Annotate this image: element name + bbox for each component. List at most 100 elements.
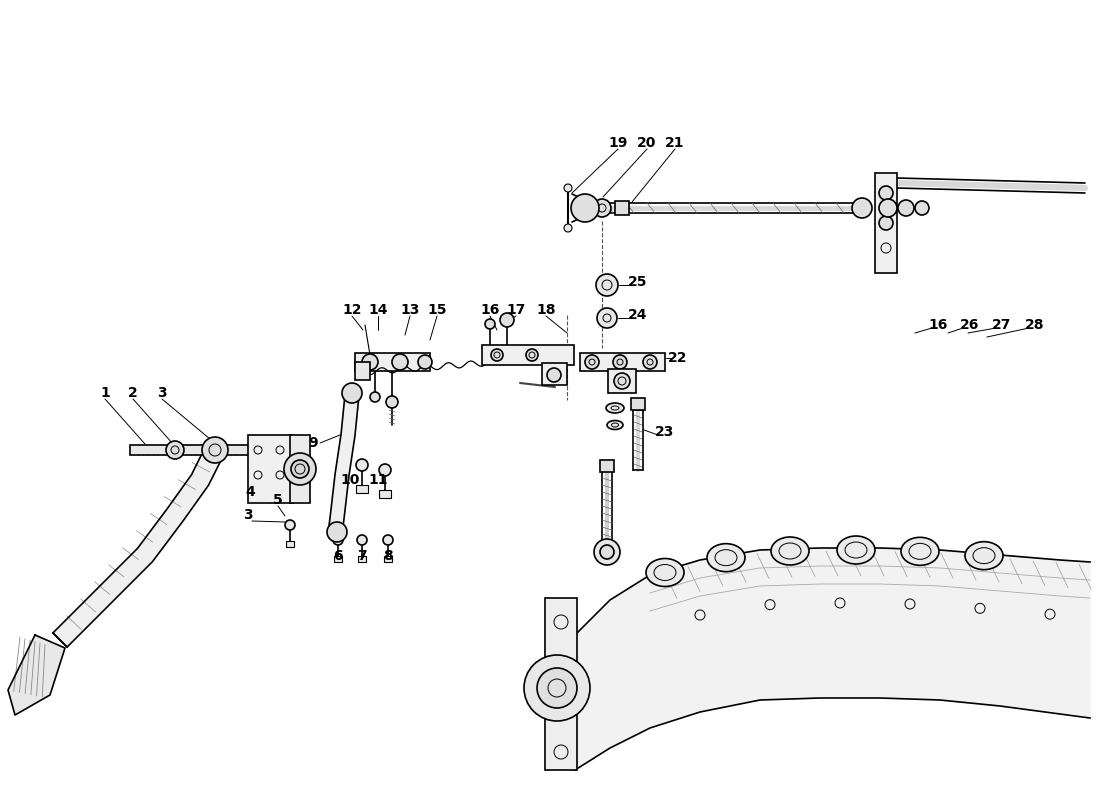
Circle shape [500,313,514,327]
Bar [358,556,366,562]
Bar [542,363,566,385]
Circle shape [285,520,295,530]
Circle shape [596,274,618,296]
Text: 27: 27 [992,318,1012,332]
Circle shape [379,464,390,476]
Ellipse shape [607,421,623,430]
Text: 19: 19 [608,136,628,150]
Bar [355,362,370,380]
Circle shape [852,198,872,218]
Circle shape [342,383,362,403]
Circle shape [879,199,896,217]
Bar [600,460,614,472]
Circle shape [327,522,346,542]
Circle shape [287,442,303,458]
Bar [615,201,629,215]
Text: 3: 3 [243,508,253,522]
Text: 15: 15 [427,303,447,317]
Bar [379,490,390,498]
Circle shape [585,355,600,369]
Bar [384,556,392,562]
Ellipse shape [646,558,684,586]
Circle shape [526,349,538,361]
Circle shape [524,655,590,721]
Text: 20: 20 [637,136,657,150]
Text: 13: 13 [400,303,420,317]
Circle shape [564,184,572,192]
Circle shape [292,460,309,478]
Ellipse shape [771,537,808,565]
Text: 8: 8 [383,549,393,563]
Circle shape [202,437,228,463]
Bar [286,541,294,547]
Circle shape [614,373,630,389]
Circle shape [600,545,614,559]
Text: 3: 3 [157,386,167,400]
Bar [356,485,369,493]
Text: 26: 26 [960,318,980,332]
Bar [608,369,636,393]
Circle shape [418,355,432,369]
Circle shape [594,539,620,565]
Text: 28: 28 [1025,318,1045,332]
Circle shape [915,201,930,215]
Circle shape [333,535,343,545]
Circle shape [879,216,893,230]
Circle shape [571,194,600,222]
Text: 23: 23 [656,425,674,439]
Circle shape [564,224,572,232]
Polygon shape [8,635,65,715]
Polygon shape [547,548,1090,770]
Bar [544,598,578,770]
Ellipse shape [901,538,939,566]
Polygon shape [328,394,359,536]
Text: 9: 9 [308,436,318,450]
Circle shape [166,441,184,459]
Bar [355,353,430,371]
Text: 6: 6 [333,549,343,563]
Text: 24: 24 [628,308,648,322]
Text: 5: 5 [273,493,283,507]
Circle shape [356,459,369,471]
Text: 22: 22 [669,351,688,365]
Circle shape [537,668,578,708]
Bar [631,398,645,410]
Circle shape [370,392,379,402]
Circle shape [879,186,893,200]
Ellipse shape [707,544,745,572]
Text: 16: 16 [481,303,499,317]
Bar [334,556,342,562]
Ellipse shape [965,542,1003,570]
Text: 16: 16 [928,318,948,332]
Circle shape [613,355,627,369]
Circle shape [593,199,611,217]
Text: 4: 4 [245,485,255,499]
Circle shape [898,200,914,216]
Circle shape [392,354,408,370]
Text: 25: 25 [628,275,648,289]
Text: 10: 10 [340,473,360,487]
Text: 1: 1 [100,386,110,400]
Circle shape [383,535,393,545]
Circle shape [386,396,398,408]
Polygon shape [53,446,224,647]
Circle shape [362,354,378,370]
Circle shape [491,349,503,361]
Text: 7: 7 [358,549,366,563]
Text: 18: 18 [537,303,556,317]
Bar [874,173,896,273]
Circle shape [485,319,495,329]
Text: 11: 11 [368,473,387,487]
Bar [248,435,293,503]
Circle shape [644,355,657,369]
Bar [580,353,666,371]
Text: 17: 17 [506,303,526,317]
Circle shape [597,308,617,328]
Text: 21: 21 [666,136,684,150]
Circle shape [284,453,316,485]
Circle shape [358,535,367,545]
Text: 14: 14 [368,303,387,317]
Ellipse shape [837,536,874,564]
Text: 12: 12 [342,303,362,317]
Text: 2: 2 [128,386,138,400]
